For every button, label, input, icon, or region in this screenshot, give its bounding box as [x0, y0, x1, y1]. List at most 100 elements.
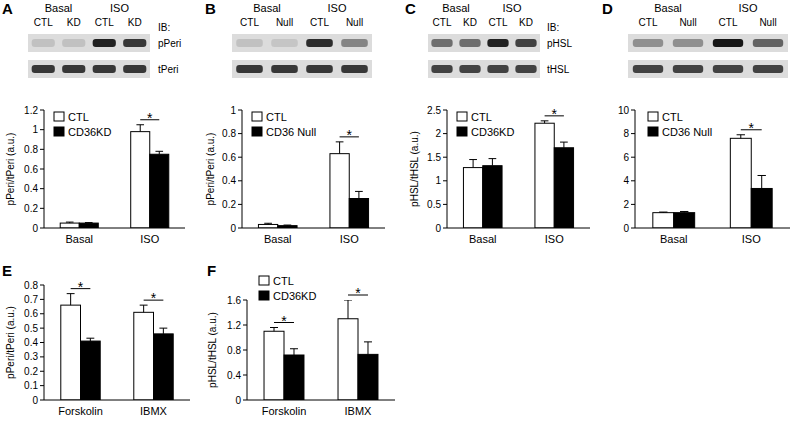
category-label: Forskolin [58, 405, 103, 417]
bar [751, 188, 772, 228]
blot: BasalISOCTLNullCTLNull [628, 2, 788, 78]
error-bar [659, 212, 667, 214]
y-tick [631, 157, 635, 158]
y-tick [238, 180, 242, 181]
error-bar [67, 294, 75, 306]
blot-band [93, 39, 116, 47]
y-tick-label: 1.5 [427, 152, 441, 163]
y-tick-label: 0.4 [222, 175, 236, 186]
y-tick [40, 285, 44, 286]
blot-strip [28, 60, 150, 78]
blot-band [32, 39, 55, 47]
blot: BasalISOCTLKDCTLKDIB:pPeritPeri [28, 2, 181, 78]
bar [554, 148, 573, 228]
y-tick-label: 2 [623, 199, 629, 210]
blot-band [236, 39, 263, 47]
y-tick [243, 325, 247, 326]
bar [61, 305, 81, 400]
error-bar [489, 159, 497, 166]
y-tick [631, 204, 635, 205]
significance-star: * [347, 127, 353, 143]
blot-lane: Null [759, 17, 776, 28]
bars [60, 125, 169, 228]
y-tick [243, 400, 247, 401]
bar [349, 199, 368, 229]
legend-label: CD36KD [471, 126, 514, 138]
blot-lane: Null [346, 17, 363, 28]
bars [264, 300, 378, 400]
panel-letter: B [205, 0, 216, 17]
bar [358, 354, 378, 400]
legend-swatch [648, 127, 658, 136]
blot-lane: CTL [34, 17, 53, 28]
bar [154, 334, 174, 400]
bar [674, 213, 695, 228]
y-tick-label: 1 [32, 124, 38, 135]
y-tick [40, 188, 44, 189]
y-tick-label: 0.8 [227, 345, 241, 356]
significance-star: * [78, 279, 84, 295]
y-tick-label: 0.7 [24, 294, 38, 305]
blot-lane: CTL [310, 17, 329, 28]
category-label: Basal [660, 233, 688, 245]
legend-label: CD36 Null [266, 126, 316, 138]
blot-lane: KD [67, 17, 81, 28]
blot-band [236, 65, 263, 73]
y-axis [447, 110, 448, 228]
blot-band [93, 65, 116, 73]
y-tick-label: 8 [623, 128, 629, 139]
panel-letter: E [2, 262, 12, 279]
error-bar [364, 342, 372, 355]
y-tick [443, 204, 447, 205]
y-tick-label: 0 [235, 395, 241, 406]
error-bar [541, 121, 549, 123]
blot-lane: CTL [240, 17, 259, 28]
error-bar [136, 125, 144, 132]
bar [79, 223, 98, 228]
error-bar [264, 223, 272, 224]
category-label: ISO [545, 233, 564, 245]
blot-band [713, 39, 743, 47]
legend-label: CTL [273, 275, 294, 287]
bar [81, 341, 101, 400]
blot-group: Basal [442, 2, 470, 14]
category-label: ISO [140, 233, 159, 245]
bar [653, 213, 674, 228]
blot-row-label: tPeri [158, 64, 179, 75]
legend-swatch [259, 291, 269, 300]
y-tick-label: 0.8 [24, 280, 38, 291]
panel-letter: F [207, 262, 216, 279]
legend-label: CTL [662, 111, 683, 123]
blot-band [753, 65, 783, 73]
y-tick [40, 228, 44, 229]
y-tick-label: 2.5 [427, 105, 441, 116]
y-tick [40, 328, 44, 329]
blot-band [32, 65, 55, 73]
bar [730, 138, 751, 228]
blot-band [62, 39, 85, 47]
y-tick [40, 313, 44, 314]
error-bar [560, 142, 568, 148]
y-tick [40, 371, 44, 372]
blot-lane: CTL [719, 17, 738, 28]
y-tick-label: 0 [32, 395, 38, 406]
y-tick-label: 0.8 [222, 128, 236, 139]
blot-band [306, 65, 333, 73]
legend-swatch [54, 112, 64, 121]
error-bar [469, 160, 477, 168]
panel-letter: C [405, 0, 416, 17]
y-tick [238, 133, 242, 134]
legend: CTLCD36KD [54, 111, 111, 138]
y-tick [631, 110, 635, 111]
panel-c: CBasalISOCTLKDCTLKDIB:pHSLtHSL00.511.522… [405, 0, 590, 245]
blot-band [431, 39, 452, 47]
blot-band [459, 39, 480, 47]
error-bar [355, 191, 363, 198]
error-bar [737, 135, 745, 139]
bars [653, 135, 772, 228]
blot-lane: CTL [95, 17, 114, 28]
y-tick-label: 0.5 [427, 199, 441, 210]
y-tick [40, 400, 44, 401]
y-tick-label: 1 [230, 105, 236, 116]
panel-b: BBasalISOCTLNullCTLNull00.20.40.60.81Bas… [205, 0, 385, 245]
